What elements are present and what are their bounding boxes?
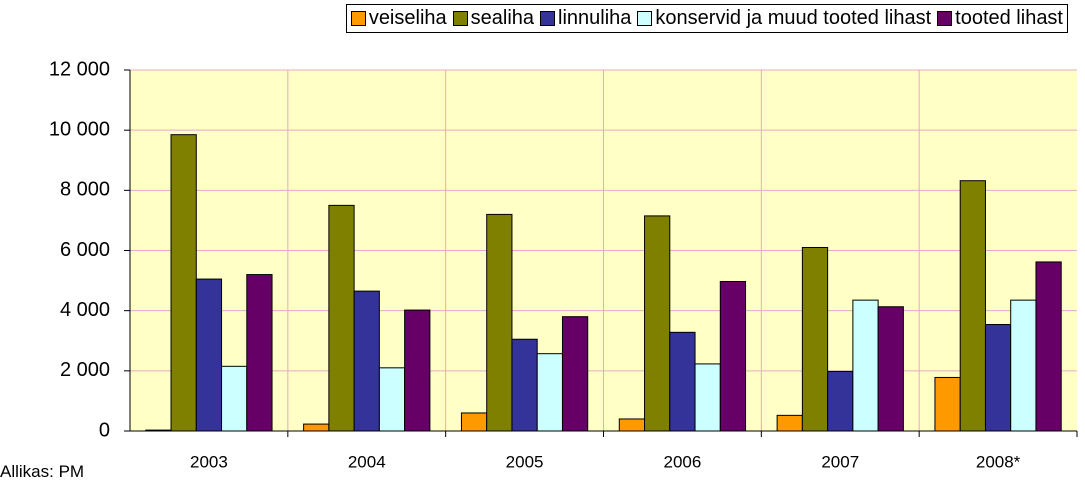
legend-item: linnuliha: [540, 7, 631, 30]
legend-swatch: [350, 11, 366, 26]
bar: [669, 331, 696, 432]
bar: [511, 338, 538, 432]
x-tick-label: 2004: [348, 452, 386, 471]
legend-label: konservid ja muud tooted lihast: [655, 7, 932, 29]
bar: [170, 134, 197, 432]
legend: veiseliha sealiha linnuliha konservid ja mu…: [345, 4, 1068, 33]
bar: [404, 309, 431, 432]
legend-label: sealiha: [470, 7, 535, 29]
bar: [827, 370, 854, 432]
bar: [378, 367, 406, 432]
legend-item: tooted lihast: [937, 7, 1063, 30]
bar: [460, 412, 488, 432]
legend-item: konservid ja muud tooted lihast: [637, 7, 931, 30]
bar: [353, 290, 380, 432]
legend-swatch: [937, 11, 953, 26]
bar: [246, 274, 273, 432]
y-tick-label: 12 000: [49, 58, 110, 80]
bar: [328, 204, 355, 432]
y-tick-label: 8 000: [60, 179, 110, 201]
legend-label: linnuliha: [558, 7, 632, 29]
x-tick-label: 2008*: [976, 452, 1021, 471]
legend-label: tooted lihast: [955, 7, 1063, 29]
bar: [852, 299, 879, 432]
x-tick-label: 2003: [190, 452, 228, 471]
x-tick-label: 2007: [821, 452, 859, 471]
x-tick-label: 2005: [506, 452, 544, 471]
bar: [303, 423, 330, 432]
y-tick-label: 4 000: [60, 299, 110, 321]
bar: [801, 246, 829, 432]
legend-swatch: [540, 11, 556, 26]
y-tick-label: 6 000: [60, 239, 110, 261]
y-tick-label: 0: [99, 419, 110, 441]
bar: [1035, 261, 1062, 432]
bar: [195, 278, 223, 432]
bar: [694, 363, 721, 432]
bar: [561, 316, 589, 432]
y-tick-label: 10 000: [49, 118, 110, 140]
legend-swatch: [637, 11, 653, 26]
x-tick-label: 2006: [664, 452, 702, 471]
legend-item: sealiha: [452, 7, 535, 30]
bar: [221, 365, 248, 432]
legend-item: veiseliha: [350, 7, 447, 30]
bar: [776, 414, 803, 432]
bar: [618, 418, 646, 432]
bar: [644, 215, 671, 432]
bar: [984, 324, 1012, 432]
bar: [877, 306, 904, 432]
y-tick-label: 2 000: [60, 359, 110, 381]
source-note: Allikas: PM: [0, 462, 85, 481]
legend-swatch: [452, 11, 468, 26]
bar: [959, 180, 986, 432]
bar: [934, 376, 961, 432]
bar: [719, 280, 747, 432]
bar: [536, 353, 563, 432]
bar: [486, 213, 513, 432]
legend-label: veiseliha: [368, 7, 447, 29]
bar: [1010, 299, 1037, 432]
